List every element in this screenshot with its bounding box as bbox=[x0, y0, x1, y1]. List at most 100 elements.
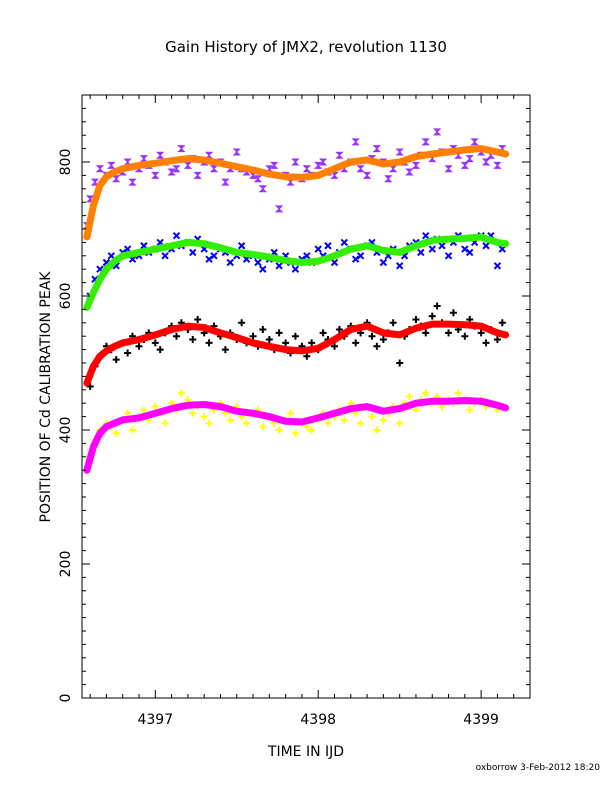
data-point bbox=[428, 312, 436, 320]
data-point bbox=[445, 329, 453, 337]
data-point bbox=[395, 148, 404, 156]
data-point bbox=[226, 416, 234, 424]
fit-curve bbox=[83, 145, 510, 241]
fit-curve bbox=[83, 320, 510, 387]
data-point bbox=[265, 336, 273, 344]
data-point bbox=[319, 329, 327, 337]
data-point bbox=[412, 315, 420, 323]
series-layer bbox=[82, 128, 510, 474]
data-point bbox=[422, 329, 430, 337]
data-point bbox=[444, 165, 453, 173]
footer-stamp: oxborrow 3-Feb-2012 18:20 bbox=[476, 763, 601, 773]
data-point bbox=[129, 426, 137, 434]
data-point bbox=[291, 332, 299, 340]
data-point bbox=[205, 339, 213, 347]
data-point bbox=[238, 319, 246, 327]
data-point bbox=[330, 171, 339, 179]
data-point bbox=[449, 309, 457, 317]
data-point bbox=[172, 332, 180, 340]
data-point bbox=[465, 155, 474, 163]
data-point bbox=[335, 326, 343, 333]
data-point bbox=[405, 393, 413, 400]
data-point bbox=[493, 161, 502, 169]
data-point bbox=[421, 138, 430, 146]
data-point bbox=[140, 406, 148, 414]
data-point bbox=[438, 242, 446, 250]
data-point bbox=[368, 332, 376, 340]
data-point bbox=[324, 242, 332, 250]
data-point bbox=[395, 262, 404, 270]
data-point bbox=[287, 409, 295, 417]
data-point bbox=[379, 336, 387, 344]
data-point bbox=[470, 138, 479, 146]
data-point bbox=[124, 349, 132, 357]
data-point bbox=[379, 416, 387, 424]
data-point bbox=[384, 175, 393, 183]
data-point bbox=[259, 423, 267, 431]
data-point bbox=[209, 165, 219, 173]
y-tick-label: 600 bbox=[58, 283, 74, 310]
data-point bbox=[259, 326, 267, 333]
series-5 bbox=[83, 320, 510, 387]
data-point bbox=[372, 145, 382, 153]
data-point bbox=[128, 178, 137, 186]
data-point bbox=[432, 128, 442, 136]
data-point bbox=[124, 409, 132, 417]
data-point bbox=[221, 346, 229, 354]
data-point bbox=[396, 359, 404, 367]
y-axis-label: POSITION OF Cd CALIBRATION PEAK bbox=[38, 271, 54, 523]
data-point bbox=[351, 138, 360, 146]
data-point bbox=[172, 165, 181, 173]
data-point bbox=[303, 252, 311, 260]
data-point bbox=[205, 419, 213, 427]
y-tick-label: 200 bbox=[58, 551, 74, 578]
axis-layer: 4397 4398 4399 0 200 400 600 800 bbox=[58, 94, 531, 728]
data-point bbox=[356, 252, 365, 260]
data-point bbox=[461, 332, 469, 340]
data-point bbox=[335, 151, 344, 159]
data-point bbox=[139, 155, 149, 163]
data-point bbox=[189, 409, 197, 417]
data-point bbox=[498, 319, 506, 327]
data-point bbox=[156, 346, 164, 354]
data-point bbox=[291, 265, 300, 273]
data-point bbox=[155, 151, 165, 159]
data-point bbox=[85, 195, 95, 203]
data-point bbox=[275, 329, 283, 337]
data-point bbox=[412, 406, 420, 414]
data-point bbox=[417, 248, 425, 257]
data-point bbox=[351, 255, 360, 263]
data-point bbox=[466, 406, 474, 414]
series-1 bbox=[83, 145, 510, 241]
data-point bbox=[356, 165, 365, 173]
data-point bbox=[373, 426, 381, 434]
data-point bbox=[388, 165, 398, 173]
data-point bbox=[302, 165, 312, 173]
data-point bbox=[237, 242, 246, 250]
data-point bbox=[373, 342, 381, 350]
data-point bbox=[362, 171, 372, 179]
series-3 bbox=[83, 233, 510, 311]
y-tick-label: 0 bbox=[58, 694, 74, 703]
data-point bbox=[194, 315, 202, 323]
data-point bbox=[291, 158, 300, 166]
data-point bbox=[274, 205, 284, 213]
data-point bbox=[460, 161, 470, 169]
data-point bbox=[112, 175, 121, 183]
fit-curve bbox=[83, 233, 510, 311]
data-point bbox=[493, 336, 501, 344]
y-tick-label: 400 bbox=[58, 417, 74, 444]
data-point bbox=[232, 148, 241, 156]
data-point bbox=[210, 252, 218, 260]
data-point bbox=[189, 336, 197, 344]
data-point bbox=[291, 429, 299, 437]
data-point bbox=[243, 419, 251, 427]
series-7 bbox=[83, 397, 510, 474]
data-point bbox=[258, 185, 268, 193]
data-point bbox=[331, 342, 339, 350]
data-point bbox=[482, 339, 490, 347]
data-point bbox=[433, 302, 441, 310]
data-point bbox=[275, 262, 283, 270]
